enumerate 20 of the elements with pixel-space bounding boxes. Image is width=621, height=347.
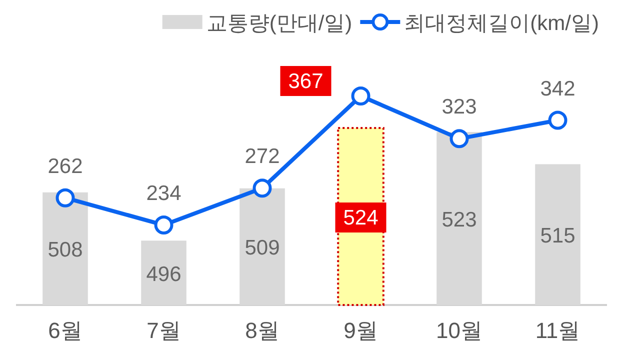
data-label: 524 <box>343 206 379 230</box>
data-label: 496 <box>146 262 182 286</box>
x-tick-label: 11월 <box>535 318 580 343</box>
data-label: 367 <box>288 70 324 93</box>
x-tick-label: 10월 <box>436 318 482 343</box>
data-label: 342 <box>540 77 576 100</box>
data-label: 234 <box>146 182 182 206</box>
x-tick-label: 8월 <box>245 318 280 343</box>
legend-label: 최대정체길이(km/일) <box>404 12 599 35</box>
data-label: 508 <box>48 238 83 262</box>
legend-label: 교통량(만대/일) <box>206 12 352 35</box>
x-tick-label: 9월 <box>344 318 378 343</box>
x-tick-label: 6월 <box>48 318 82 343</box>
data-label: 323 <box>442 96 477 119</box>
data-label: 272 <box>244 145 280 168</box>
data-label: 509 <box>244 236 280 260</box>
x-tick-label: 7월 <box>146 318 181 343</box>
data-label: 262 <box>48 154 83 178</box>
data-label: 523 <box>442 208 477 232</box>
data-label: 515 <box>540 224 576 248</box>
